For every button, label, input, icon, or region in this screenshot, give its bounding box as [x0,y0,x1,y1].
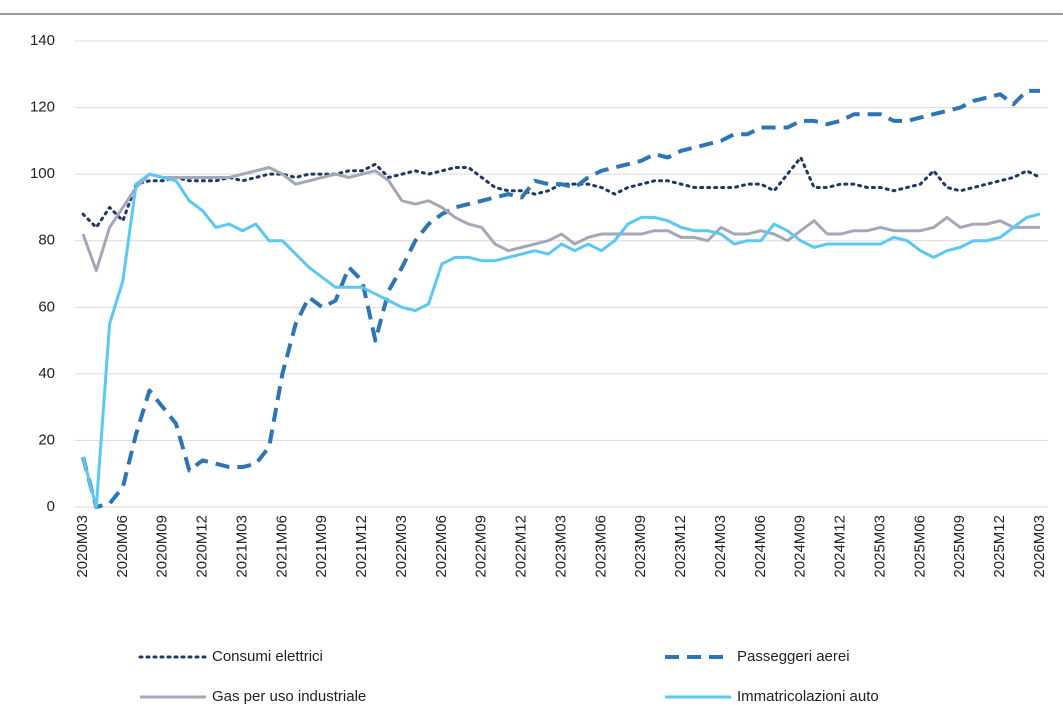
x-tick-label: 2025M12 [991,515,1008,578]
x-tick-label: 2026M03 [1031,515,1048,578]
x-tick-label: 2024M03 [712,515,729,578]
x-tick-label: 2020M09 [154,515,171,578]
x-tick-label: 2025M06 [911,515,928,578]
series-line [81,165,1040,273]
series-line [81,88,1040,509]
x-tick-label: 2023M06 [592,515,609,578]
x-tick-label: 2023M12 [672,515,689,578]
x-tick-label: 2022M12 [513,515,530,578]
series-line [81,172,1041,509]
x-tick-label: 2024M09 [792,515,809,578]
x-tick-label: 2023M09 [632,515,649,578]
x-tick-label: 2021M09 [313,515,330,578]
x-tick-label: 2021M03 [233,515,250,578]
series-line [81,156,1042,229]
y-tick-label: 100 [30,165,55,182]
y-tick-label: 40 [38,365,55,382]
x-tick-label: 2020M12 [194,515,211,578]
x-tick-label: 2022M06 [433,515,450,578]
x-tick-label: 2025M03 [871,515,888,578]
x-tick-label: 2020M06 [114,515,131,578]
x-tick-label: 2024M12 [832,515,849,578]
y-tick-label: 20 [38,431,55,448]
legend-label: Consumi elettrici [212,648,323,665]
y-tick-label: 120 [30,99,55,116]
x-tick-label: 2022M03 [393,515,410,578]
y-tick-label: 0 [47,498,55,515]
x-tick-label: 2025M09 [951,515,968,578]
x-tick-label: 2021M06 [273,515,290,578]
y-tick-label: 60 [38,298,55,315]
legend-label: Gas per uso industriale [212,688,366,705]
x-tick-label: 2020M03 [74,515,91,578]
legend-label: Immatricolazioni auto [737,688,879,705]
x-tick-label: 2024M06 [752,515,769,578]
x-tick-label: 2021M12 [353,515,370,578]
x-tick-label: 2023M03 [552,515,569,578]
legend-label: Passeggeri aerei [737,648,850,665]
y-tick-label: 80 [38,232,55,249]
y-tick-label: 140 [30,32,55,49]
x-tick-label: 2022M09 [473,515,490,578]
